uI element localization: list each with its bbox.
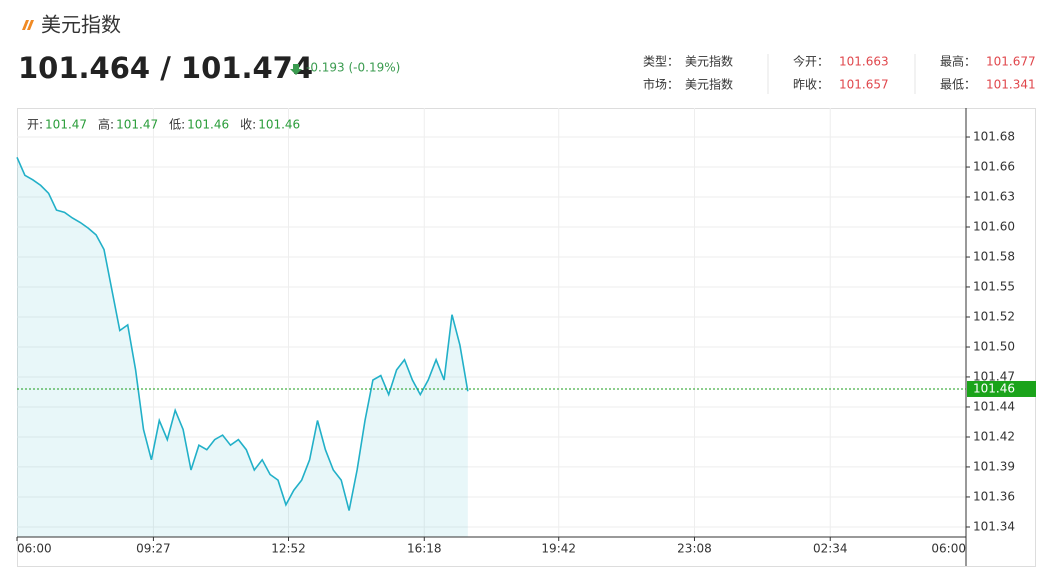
ohlc-label: 高: (98, 117, 114, 132)
ask: 101.474 (181, 51, 313, 85)
info-value: 101.663 (839, 55, 889, 69)
y-tick-label: 101.52 (973, 309, 1015, 323)
info-label: 今开： (793, 54, 829, 69)
price: 101.464 / 101.474 (18, 51, 313, 85)
line (16, 156, 469, 511)
x-tick-label: 12:52 (271, 542, 306, 556)
ohlc-value: 101.46 (258, 118, 300, 132)
y-tick-label: 101.60 (973, 220, 1015, 234)
info-value: 101.677 (986, 55, 1036, 69)
y-tick-label: 101.47 (973, 369, 1015, 383)
info-value: 美元指数 (685, 54, 733, 69)
current-tag (967, 380, 1036, 397)
y-tick-label: 101.66 (973, 160, 1015, 174)
title: 美元指数 (41, 13, 121, 37)
info-value: 101.657 (839, 78, 889, 92)
ohlc-label: 收: (240, 118, 256, 132)
ohlc-label: 开: (27, 118, 43, 132)
info-label: 最高： (940, 54, 976, 69)
ohlc-value: 101.47 (116, 118, 158, 132)
x-tick-label: 06:00 (931, 542, 966, 556)
y-tick-label: 101.58 (973, 250, 1015, 264)
y-tick-label: 101.44 (973, 399, 1015, 413)
down-arrow (290, 64, 302, 75)
y-tick-label: 101.55 (973, 279, 1015, 293)
ohlc-value: 101.46 (187, 118, 229, 132)
info-label: 最低： (940, 78, 976, 92)
ohlc-value: 101.47 (45, 118, 87, 132)
separator: / (160, 51, 171, 85)
y-tick-label: 101.68 (973, 130, 1015, 144)
y-tick-label: 101.36 (973, 489, 1015, 503)
y-tick-label: 101.42 (973, 430, 1015, 444)
change: -0.193 (-0.19%) (306, 61, 400, 75)
x-tick-label: 02:34 (813, 542, 848, 556)
y-tick-label: 101.50 (973, 340, 1015, 354)
x-tick-label: 06:00 (17, 542, 52, 556)
y-tick-label: 101.63 (973, 189, 1015, 203)
info-label: 市场： (643, 77, 679, 92)
y-tick-label: 101.39 (973, 459, 1015, 473)
ohlc-label: 低: (169, 118, 185, 132)
area (17, 157, 468, 538)
x-tick-label: 19:42 (541, 542, 576, 556)
info-value: 美元指数 (685, 77, 733, 92)
chart-frame (17, 108, 1036, 567)
y-tick-label: 101.34 (973, 519, 1015, 533)
x-tick-label: 09:27 (136, 542, 171, 556)
info-value: 101.341 (986, 78, 1036, 92)
bid: 101.464 (18, 51, 150, 85)
x-tick-label: 16:18 (407, 542, 442, 556)
info-label: 类型： (643, 55, 679, 69)
current-label: 101.46 (973, 381, 1015, 395)
title-icon (22, 20, 34, 30)
x-tick-label: 23:08 (677, 542, 712, 556)
info-label: 昨收： (793, 78, 829, 92)
